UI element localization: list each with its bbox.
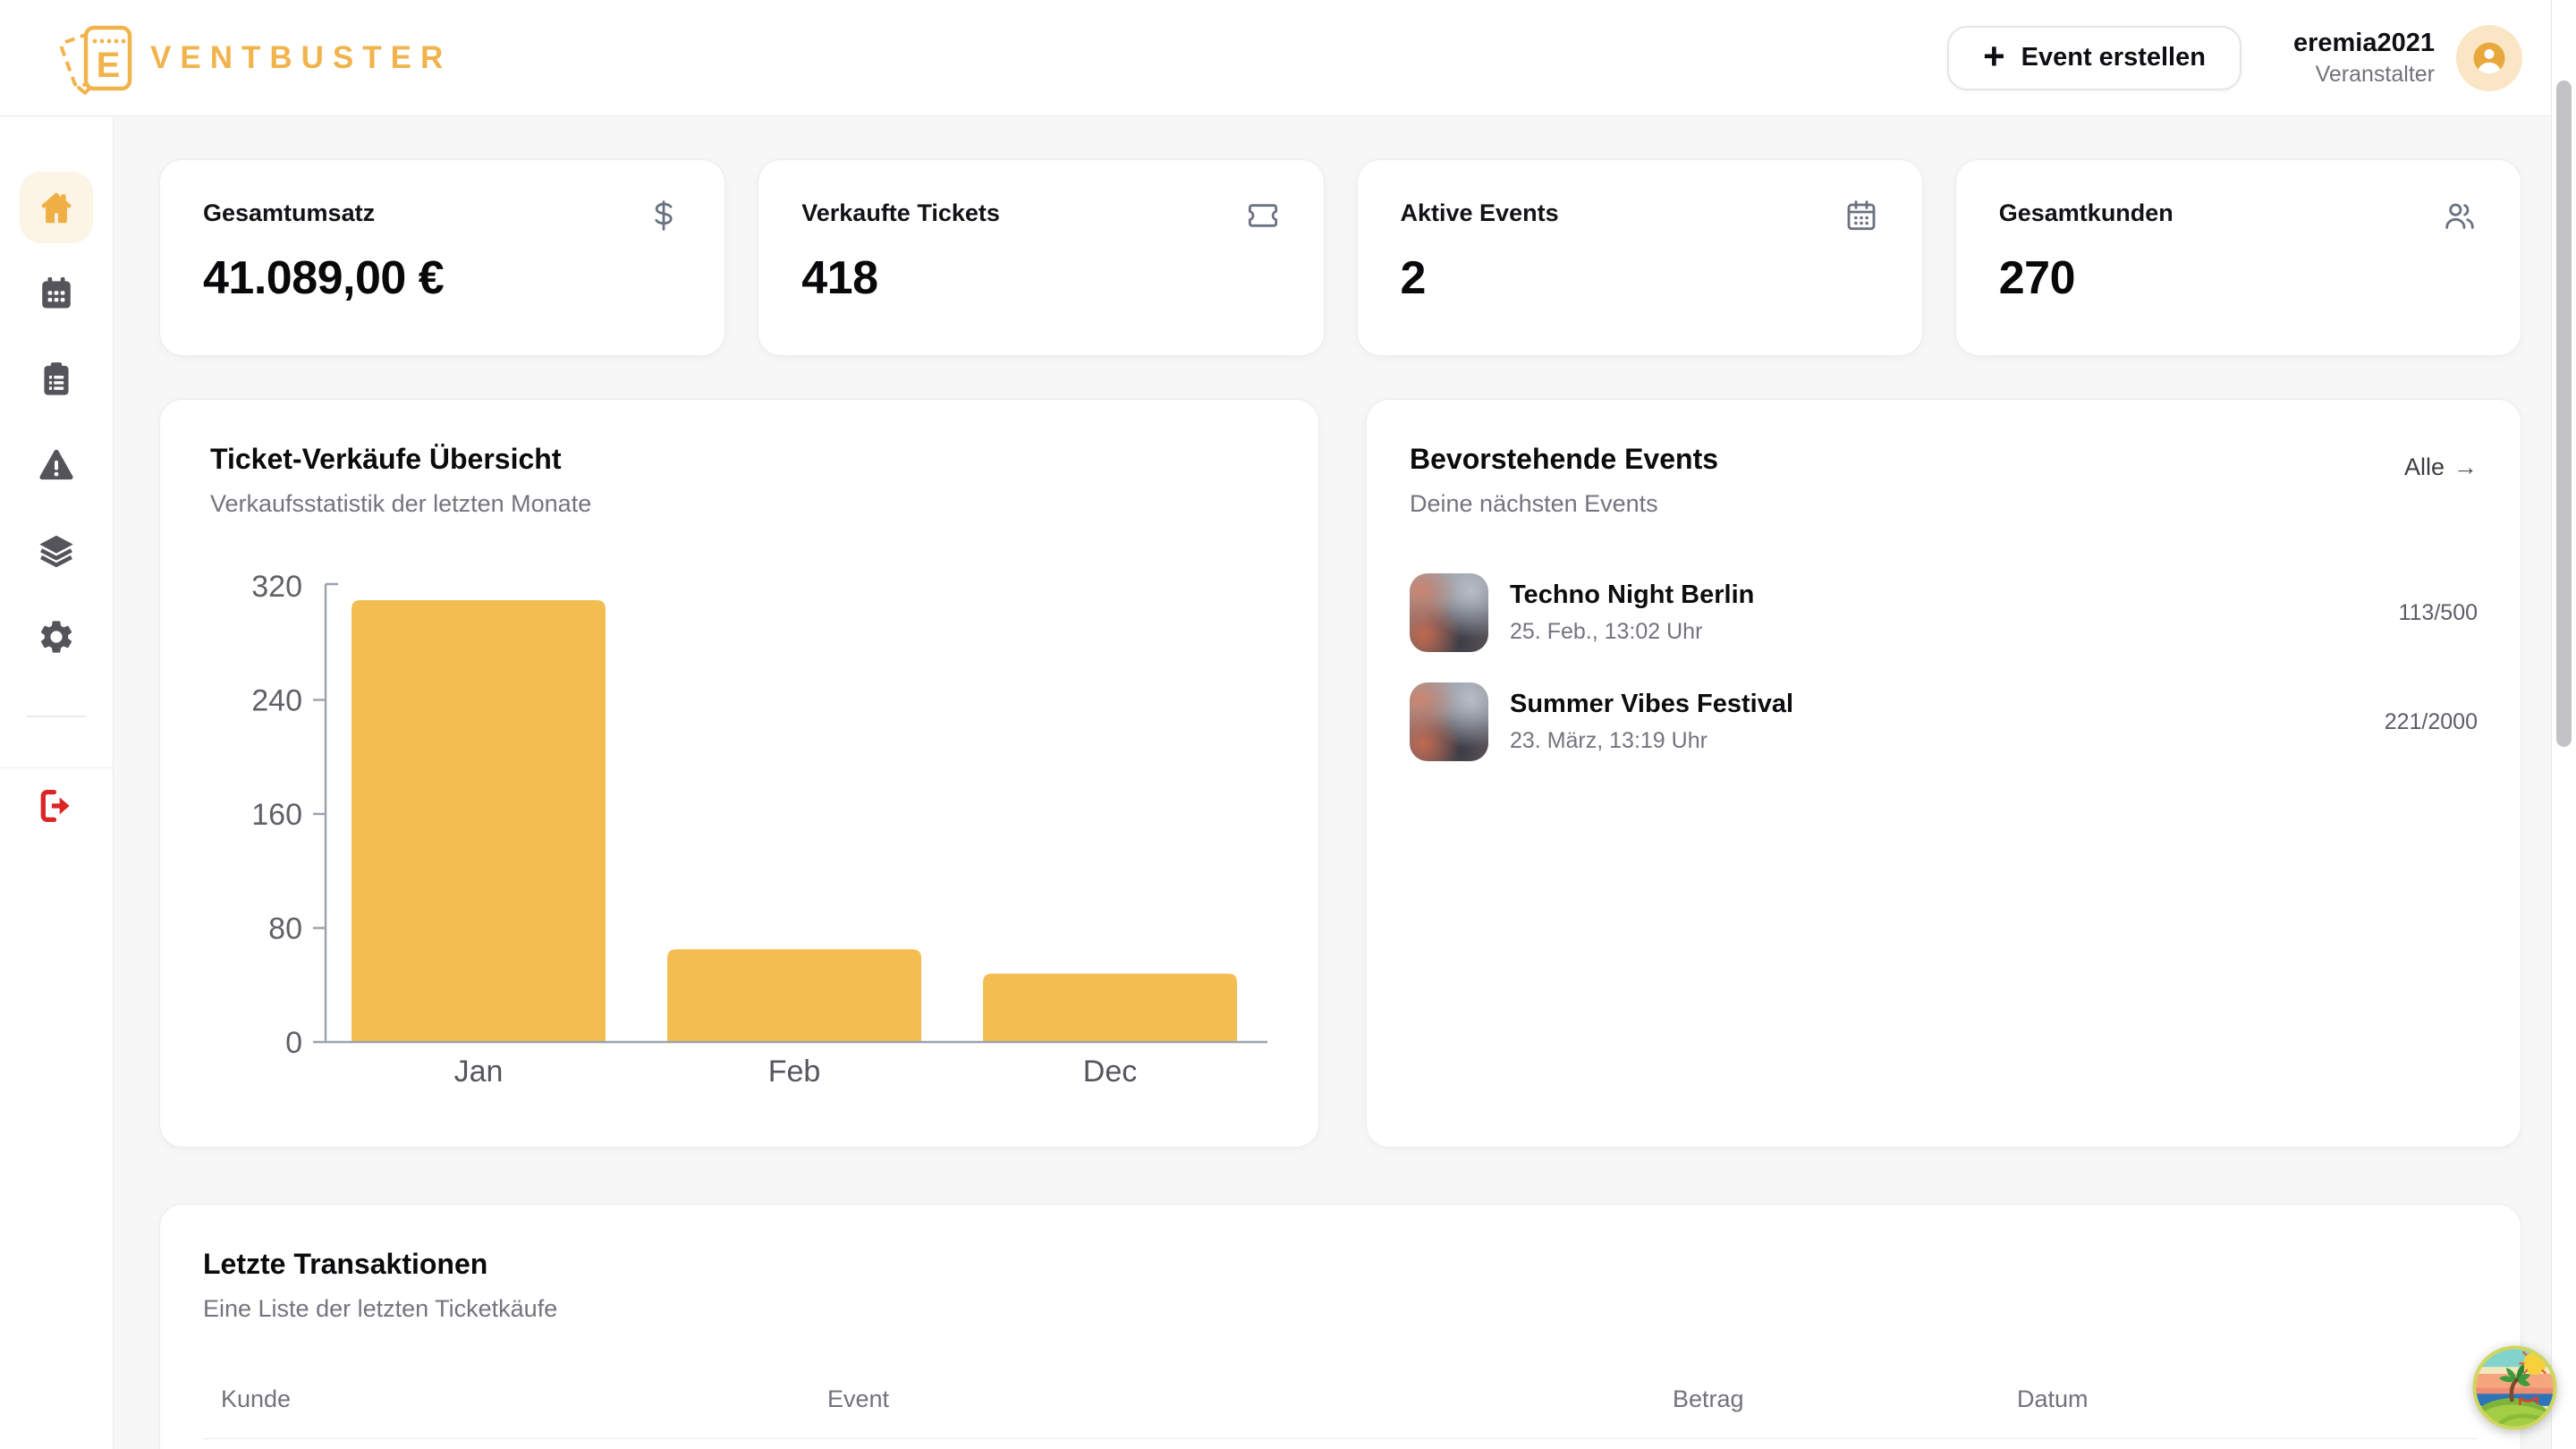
stat-label: Gesamtumsatz (203, 199, 376, 226)
event-row-techno-night[interactable]: Techno Night Berlin 25. Feb., 13:02 Uhr … (1410, 573, 2478, 652)
transactions-table: Kunde Event Betrag Datum Simon Wolf Tech… (203, 1371, 2478, 1449)
main-content: Gesamtumsatz 41.089,00 € Verkaufte Ticke… (114, 116, 2551, 1449)
stat-label: Verkaufte Tickets (801, 199, 1000, 226)
see-all-link[interactable]: Alle → (2404, 453, 2478, 481)
user-names: eremia2021 Veranstalter (2293, 29, 2435, 88)
layers-icon (39, 535, 73, 568)
svg-text:Jan: Jan (454, 1055, 504, 1089)
transactions-subtitle: Eine Liste der letzten Ticketkäufe (203, 1295, 558, 1322)
svg-text:160: 160 (251, 798, 302, 832)
chart-title: Ticket-Verkäufe Übersicht (210, 443, 562, 475)
beach-badge-button[interactable] (2471, 1344, 2558, 1431)
event-thumbnail (1410, 573, 1488, 652)
upcoming-title: Bevorstehende Events (1410, 443, 1719, 475)
event-datetime: 23. März, 13:19 Uhr (1510, 728, 1707, 753)
calendar-icon (42, 277, 71, 309)
stat-value: 418 (801, 252, 878, 304)
stat-card-revenue: Gesamtumsatz 41.089,00 € (159, 159, 726, 356)
column-header-datum: Datum (2017, 1385, 2089, 1412)
stat-value: 270 (1998, 252, 2076, 304)
chart-subtitle: Verkaufsstatistik der letzten Monate (210, 490, 592, 517)
svg-text:E: E (97, 46, 121, 85)
brand-wordmark: VENTBUSTER (150, 39, 453, 75)
event-datetime: 25. Feb., 13:02 Uhr (1510, 619, 1703, 644)
svg-text:Dec: Dec (1083, 1055, 1137, 1089)
table-row: Simon Wolf Techno Night Berlin 150,00 € … (203, 1439, 2478, 1449)
sidebar-item-dashboard[interactable] (20, 172, 93, 243)
calendar-icon (1843, 198, 1879, 233)
brand-logo[interactable]: E VENTBUSTER (47, 20, 452, 97)
sidebar-section-border (0, 767, 113, 768)
scrollbar-thumb[interactable] (2556, 80, 2572, 747)
ticket-icon (1245, 198, 1281, 233)
column-header-kunde: Kunde (221, 1385, 292, 1412)
sidebar-nav (0, 116, 114, 1449)
person-icon (2473, 42, 2505, 73)
user-role: Veranstalter (2315, 61, 2435, 87)
stat-label: Gesamtkunden (1998, 199, 2174, 226)
table-header-row: Kunde Event Betrag Datum (203, 1371, 2478, 1439)
stat-value: 41.089,00 € (203, 252, 445, 304)
sidebar-item-orders[interactable] (20, 343, 93, 415)
cell-datum: 7. Feb. 2026 (2017, 1439, 2460, 1449)
warning-icon (39, 449, 73, 480)
event-thumbnail (1410, 682, 1488, 761)
tropical-island-icon (2472, 1345, 2557, 1430)
stat-value: 2 (1400, 252, 1427, 304)
event-ticket-count: 221/2000 (2384, 708, 2478, 734)
username: eremia2021 (2292, 28, 2435, 57)
event-name: Summer Vibes Festival (1510, 690, 1794, 718)
users-icon (2442, 198, 2478, 233)
cell-kunde: Simon Wolf (221, 1439, 827, 1449)
clipboard-icon (44, 362, 69, 395)
create-event-button[interactable]: + Event erstellen (1947, 25, 2241, 90)
arrow-right-icon: → (2453, 453, 2478, 480)
sidebar-item-categories[interactable] (20, 515, 93, 587)
sidebar-item-settings[interactable] (20, 601, 93, 673)
scrollbar-track[interactable] (2551, 0, 2576, 1449)
upcoming-event-list: Techno Night Berlin 25. Feb., 13:02 Uhr … (1410, 573, 2478, 761)
top-bar: E VENTBUSTER + Event erstellen eremia202… (0, 0, 2576, 116)
svg-text:320: 320 (251, 570, 302, 604)
transactions-title: Letzte Transaktionen (203, 1248, 488, 1280)
sidebar-item-alerts[interactable] (20, 429, 93, 501)
event-ticket-count: 113/500 (2398, 599, 2478, 625)
stat-card-active-events: Aktive Events 2 (1356, 159, 1923, 356)
home-icon (41, 192, 72, 224)
svg-text:0: 0 (285, 1026, 302, 1060)
transactions-panel: Letzte Transaktionen Eine Liste der letz… (159, 1204, 2521, 1449)
stat-card-customers: Gesamtkunden 270 (1954, 159, 2521, 356)
cell-betrag: 150,00 € (1673, 1439, 2017, 1449)
upcoming-events-panel: Bevorstehende Events Deine nächsten Even… (1366, 399, 2521, 1148)
sidebar-item-logout[interactable] (20, 770, 93, 842)
stat-card-row: Gesamtumsatz 41.089,00 € Verkaufte Ticke… (159, 159, 2521, 356)
stat-card-tickets: Verkaufte Tickets 418 (758, 159, 1325, 356)
middle-row: Ticket-Verkäufe Übersicht Verkaufsstatis… (159, 399, 2521, 1148)
stat-label: Aktive Events (1400, 199, 1559, 226)
column-header-event: Event (827, 1385, 890, 1412)
sidebar-divider (27, 716, 86, 717)
user-menu[interactable]: eremia2021 Veranstalter (2293, 24, 2522, 91)
event-row-summer-vibes[interactable]: Summer Vibes Festival 23. März, 13:19 Uh… (1410, 682, 2478, 761)
svg-text:80: 80 (268, 912, 302, 946)
ticket-sales-panel: Ticket-Verkäufe Übersicht Verkaufsstatis… (159, 399, 1319, 1148)
svg-text:240: 240 (251, 684, 302, 718)
avatar[interactable] (2456, 24, 2522, 91)
ticket-sales-chart: 0 80 160 240 320 Jan Feb Dec (251, 570, 1267, 1089)
logout-icon (40, 789, 70, 823)
gear-icon (40, 621, 72, 653)
cell-event: Techno Night Berlin (827, 1439, 1673, 1449)
sidebar-item-events[interactable] (20, 258, 93, 329)
upcoming-subtitle: Deine nächsten Events (1410, 490, 1658, 517)
see-all-label: Alle (2403, 453, 2445, 480)
create-event-label: Event erstellen (2021, 43, 2206, 72)
event-name: Techno Night Berlin (1510, 580, 1755, 609)
brand-ticket-icon: E (60, 25, 132, 95)
column-header-betrag: Betrag (1673, 1385, 1744, 1412)
dollar-icon (646, 198, 682, 233)
svg-text:Feb: Feb (768, 1055, 821, 1089)
